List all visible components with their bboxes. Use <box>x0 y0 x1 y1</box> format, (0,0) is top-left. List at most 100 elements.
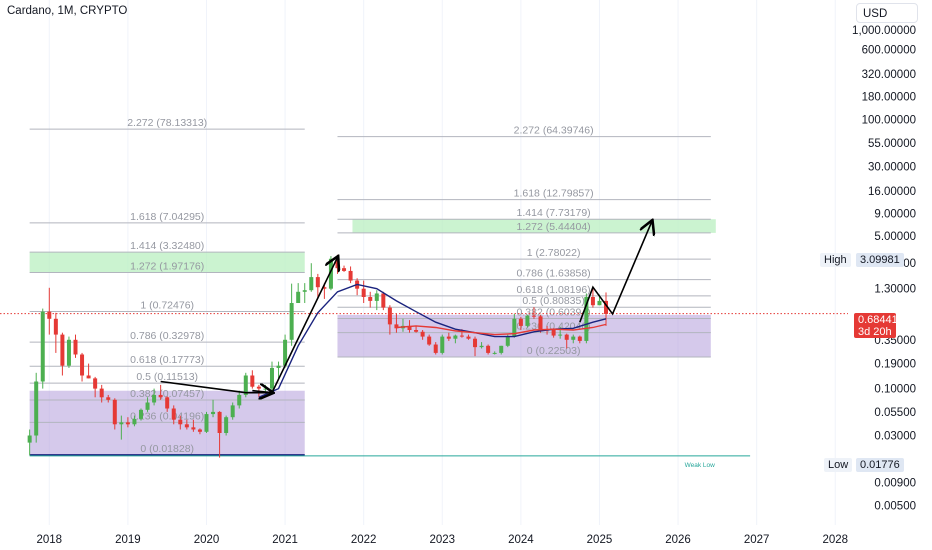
candle-body <box>440 336 445 353</box>
currency-button[interactable]: USD <box>856 3 918 23</box>
high-value: 3.09981 <box>856 253 904 267</box>
candle-body <box>112 399 117 425</box>
fib-level-label: 2.272 (78.13313) <box>127 117 207 129</box>
time-axis-tick: 2028 <box>822 534 848 546</box>
candle-body <box>66 339 71 366</box>
price-axis-tick: 100.00000 <box>862 114 916 126</box>
fib-level-label: 0.236 (0.04196) <box>130 410 204 422</box>
candle-body <box>525 315 530 326</box>
fib-level-label: 0.618 (0.17773) <box>130 354 204 366</box>
projection-arrow <box>579 221 652 323</box>
price-axis-tick: 320.00000 <box>862 69 916 81</box>
candle-body <box>119 422 124 425</box>
candle-body <box>99 388 104 398</box>
candle-body <box>538 316 543 330</box>
fib-level-label: 0.786 (1.63858) <box>517 268 591 280</box>
price-axis-tick: 0.00900 <box>874 477 916 489</box>
candle-body <box>604 300 609 314</box>
candle-body <box>289 303 294 340</box>
candle-body <box>518 318 523 326</box>
time-axis-tick: 2022 <box>351 534 377 546</box>
candle-body <box>368 297 373 301</box>
current-price-tag: 0.68441 3d 20h <box>854 313 898 338</box>
candle-body <box>597 300 602 306</box>
candle-body <box>197 429 202 432</box>
candle-body <box>453 335 458 339</box>
fib-target-zone-1 <box>29 252 305 273</box>
candle-body <box>302 290 307 292</box>
candle-body <box>250 375 255 387</box>
fib-level-label: 0.786 (0.32978) <box>130 330 204 342</box>
fib-level-label: 1.618 (7.04295) <box>130 211 204 223</box>
candle-body <box>505 336 510 346</box>
candle-body <box>551 330 556 336</box>
candle-body <box>374 293 379 301</box>
fib-level-label: 1 (0.72476) <box>140 299 194 311</box>
low-label: Low <box>824 458 853 472</box>
price-axis-tick: 0.05500 <box>874 407 916 419</box>
candle-body <box>73 339 78 355</box>
candle-body <box>466 336 471 339</box>
price-axis-tick: 5.00000 <box>874 231 916 243</box>
candle-body <box>512 318 517 337</box>
candle-body <box>394 324 399 329</box>
candle-body <box>171 408 176 420</box>
candle-body <box>224 417 229 433</box>
time-axis-tick: 2021 <box>272 534 298 546</box>
candle-body <box>269 367 274 389</box>
fib-level-label: 0.382 (0.07457) <box>130 388 204 400</box>
candle-body <box>204 414 209 432</box>
candle-body <box>558 334 563 336</box>
time-axis-background <box>0 525 848 550</box>
price-axis-tick: 55.00000 <box>868 138 916 150</box>
time-axis-tick: 2024 <box>508 534 534 546</box>
candle-body <box>158 394 163 398</box>
candle-body <box>342 268 347 271</box>
candle-body <box>427 336 432 345</box>
candle-body <box>387 307 392 325</box>
candle-body <box>132 418 137 425</box>
candle-body <box>381 293 386 308</box>
time-axis-tick: 2018 <box>37 534 63 546</box>
candle-body <box>407 325 412 331</box>
candle-body <box>86 375 91 379</box>
projection-arrow <box>252 391 272 393</box>
candle-body <box>256 386 261 389</box>
time-axis-tick: 2023 <box>429 534 455 546</box>
candle-body <box>60 334 65 366</box>
fib-target-zone-2 <box>352 219 716 233</box>
time-axis-tick: 2019 <box>115 534 141 546</box>
candle-body <box>145 402 150 410</box>
candle-body <box>243 375 248 395</box>
candle-body <box>577 336 582 341</box>
candle-body <box>309 277 314 291</box>
price-axis-tick: 9.00000 <box>874 208 916 220</box>
price-axis-tick: 1.30000 <box>874 284 916 296</box>
fib-level-label: 0.618 (1.08196) <box>517 284 591 296</box>
candle-body <box>34 381 39 436</box>
time-axis-tick: 2020 <box>194 534 220 546</box>
price-axis-tick: 0.00500 <box>874 500 916 512</box>
candle-body <box>479 345 484 348</box>
candle-body <box>283 339 288 366</box>
fib-level-label: 1.618 (12.79857) <box>514 188 594 200</box>
candle-body <box>80 354 85 376</box>
price-axis-tick: 30.00000 <box>868 161 916 173</box>
candle-body <box>184 424 189 428</box>
candle-body <box>152 394 157 403</box>
symbol-title: Cardano, 1M, CRYPTO <box>7 5 128 17</box>
bar-countdown: 3d 20h <box>858 326 892 338</box>
candle-body <box>322 287 327 289</box>
candle-body <box>211 411 216 415</box>
time-axis-tick: 2025 <box>587 534 613 546</box>
candle-body <box>492 352 497 354</box>
candle-body <box>237 394 242 406</box>
fib-level-label: 0.382 (0.60394) <box>517 307 591 319</box>
candle-body <box>328 258 333 289</box>
price-axis-tick: 180.00000 <box>862 92 916 104</box>
price-axis-tick: 600.00000 <box>862 45 916 57</box>
candle-body <box>125 422 130 425</box>
candle-body <box>106 397 111 400</box>
